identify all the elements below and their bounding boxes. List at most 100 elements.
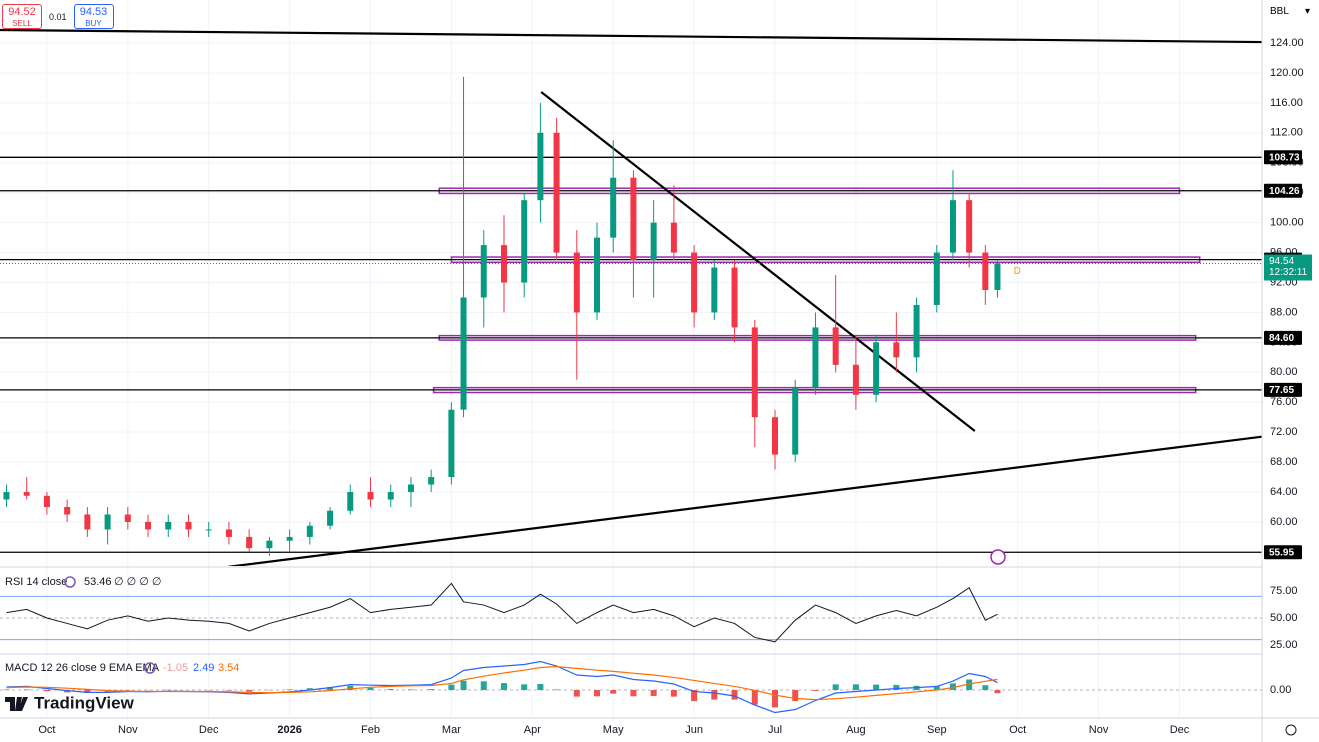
settings-icon[interactable]: [1285, 724, 1297, 736]
macd-histogram-bar: [286, 689, 293, 691]
macd-histogram-bar: [994, 690, 1001, 694]
symbol: BBL: [1270, 6, 1289, 17]
macd-histogram-bar: [84, 690, 91, 694]
macd-histogram-bar: [573, 690, 580, 697]
axes: Oct Nov Dec 2026 Feb Mar Apr May Jun Jul Aug Sep Oct…: [38, 37, 1312, 736]
candle-body: [327, 510, 334, 526]
y-tick-label: 120.00: [1270, 67, 1304, 79]
level-label: 55.95: [1269, 547, 1294, 558]
candle-body: [832, 327, 839, 365]
indicator-icon[interactable]: [144, 662, 156, 674]
x-tick-label: Nov: [1089, 724, 1109, 736]
macd-histogram-bar: [982, 685, 989, 691]
x-tick-label: Oct: [1009, 724, 1026, 736]
rsi-line: [6, 582, 998, 643]
grid: [0, 0, 1262, 718]
level-label-box: [1264, 330, 1302, 345]
trendline: [227, 435, 1262, 566]
macd-histogram-bar: [3, 689, 10, 691]
last-price: 94.54: [1269, 256, 1294, 267]
macd-histogram-bar: [246, 690, 253, 692]
countdown: 12:32:11: [1269, 267, 1308, 278]
x-tick-label: Feb: [361, 724, 380, 736]
price-pane: D: [0, 28, 1262, 566]
x-tick-label: Apr: [524, 724, 541, 736]
y-tick-label: 25.00: [1270, 639, 1298, 651]
y-tick-label: 112.00: [1270, 127, 1303, 139]
candle-body: [387, 492, 394, 500]
candle-body: [521, 200, 528, 283]
candle-body: [145, 521, 152, 530]
x-tick-label: Mar: [442, 724, 461, 736]
candle-body: [448, 409, 455, 478]
macd-histogram-bar: [933, 686, 940, 691]
event-icon[interactable]: [990, 549, 1006, 565]
x-tick-label: Jul: [768, 724, 782, 736]
macd-histogram-bar: [873, 684, 880, 691]
candle-body: [286, 536, 293, 541]
level-label: 84.60: [1269, 333, 1294, 344]
y-tick-label: 76.00: [1270, 396, 1298, 408]
candle-body: [731, 267, 738, 328]
candle-body: [594, 237, 601, 313]
macd-histogram-bar: [832, 684, 839, 691]
candle-body: [185, 521, 192, 530]
y-tick-label: 124.00: [1270, 37, 1304, 49]
logo-mark: [5, 697, 28, 711]
candle-body: [852, 364, 859, 395]
macd-histogram-bar: [691, 690, 698, 702]
macd-histogram-bar: [428, 689, 435, 691]
level-label: 104.26: [1269, 186, 1300, 197]
candle-body: [460, 297, 467, 410]
candle-body: [347, 492, 354, 511]
macd-histogram-bar: [771, 690, 778, 708]
macd-title: MACD 12 26 close 9 EMA EMA: [5, 662, 160, 674]
macd-histogram-bar: [966, 679, 973, 691]
y-tick-label: 0.00: [1270, 684, 1291, 696]
y-tick-label: 60.00: [1270, 516, 1298, 528]
buy-button[interactable]: 94.53 BUY: [73, 4, 114, 29]
candle-body: [670, 222, 677, 253]
macd-histogram-bar: [670, 690, 677, 697]
x-tick-label: Nov: [118, 724, 138, 736]
indicator-icon[interactable]: [64, 576, 76, 588]
candle-body: [933, 252, 940, 305]
candle-body: [64, 507, 71, 515]
spread: 0.01: [49, 12, 67, 22]
candle-body: [205, 529, 212, 531]
candle-body: [246, 536, 253, 549]
symbol-select[interactable]: BBL ▾: [1270, 6, 1310, 17]
macd-histogram-bar: [460, 680, 467, 691]
logo-text: TradingView: [34, 693, 135, 712]
x-tick-label: Aug: [846, 724, 866, 736]
level-label-box: [1264, 382, 1302, 397]
macd-histogram-bar: [521, 684, 528, 691]
candle-body: [306, 525, 313, 537]
x-tick-label: Jun: [685, 724, 703, 736]
y-tick-label: 72.00: [1270, 426, 1298, 438]
candle-body: [225, 529, 232, 537]
candle-body: [3, 492, 10, 500]
logo: TradingView: [5, 693, 135, 712]
candle-body: [610, 177, 617, 238]
candle-body: [893, 342, 900, 358]
macd-histogram-bar: [594, 690, 601, 697]
macd-hist-value: -1.05: [163, 662, 188, 674]
candle-body: [751, 327, 758, 418]
macd-histogram-bar: [367, 687, 374, 691]
candle-body: [407, 484, 414, 493]
macd-histogram-bar: [553, 689, 560, 691]
candle-body: [480, 245, 487, 298]
x-tick-label: Oct: [38, 724, 55, 736]
level-label-box: [1264, 183, 1302, 198]
macd-histogram-bar: [448, 684, 455, 691]
x-tick-label: Sep: [927, 724, 947, 736]
buy-label: BUY: [85, 19, 102, 28]
candle-body: [949, 200, 956, 253]
sell-button[interactable]: 94.52 SELL: [2, 4, 42, 29]
candle-body: [812, 327, 819, 388]
x-tick-label: May: [603, 724, 624, 736]
y-tick-label: 88.00: [1270, 306, 1298, 318]
candle-body: [771, 417, 778, 455]
